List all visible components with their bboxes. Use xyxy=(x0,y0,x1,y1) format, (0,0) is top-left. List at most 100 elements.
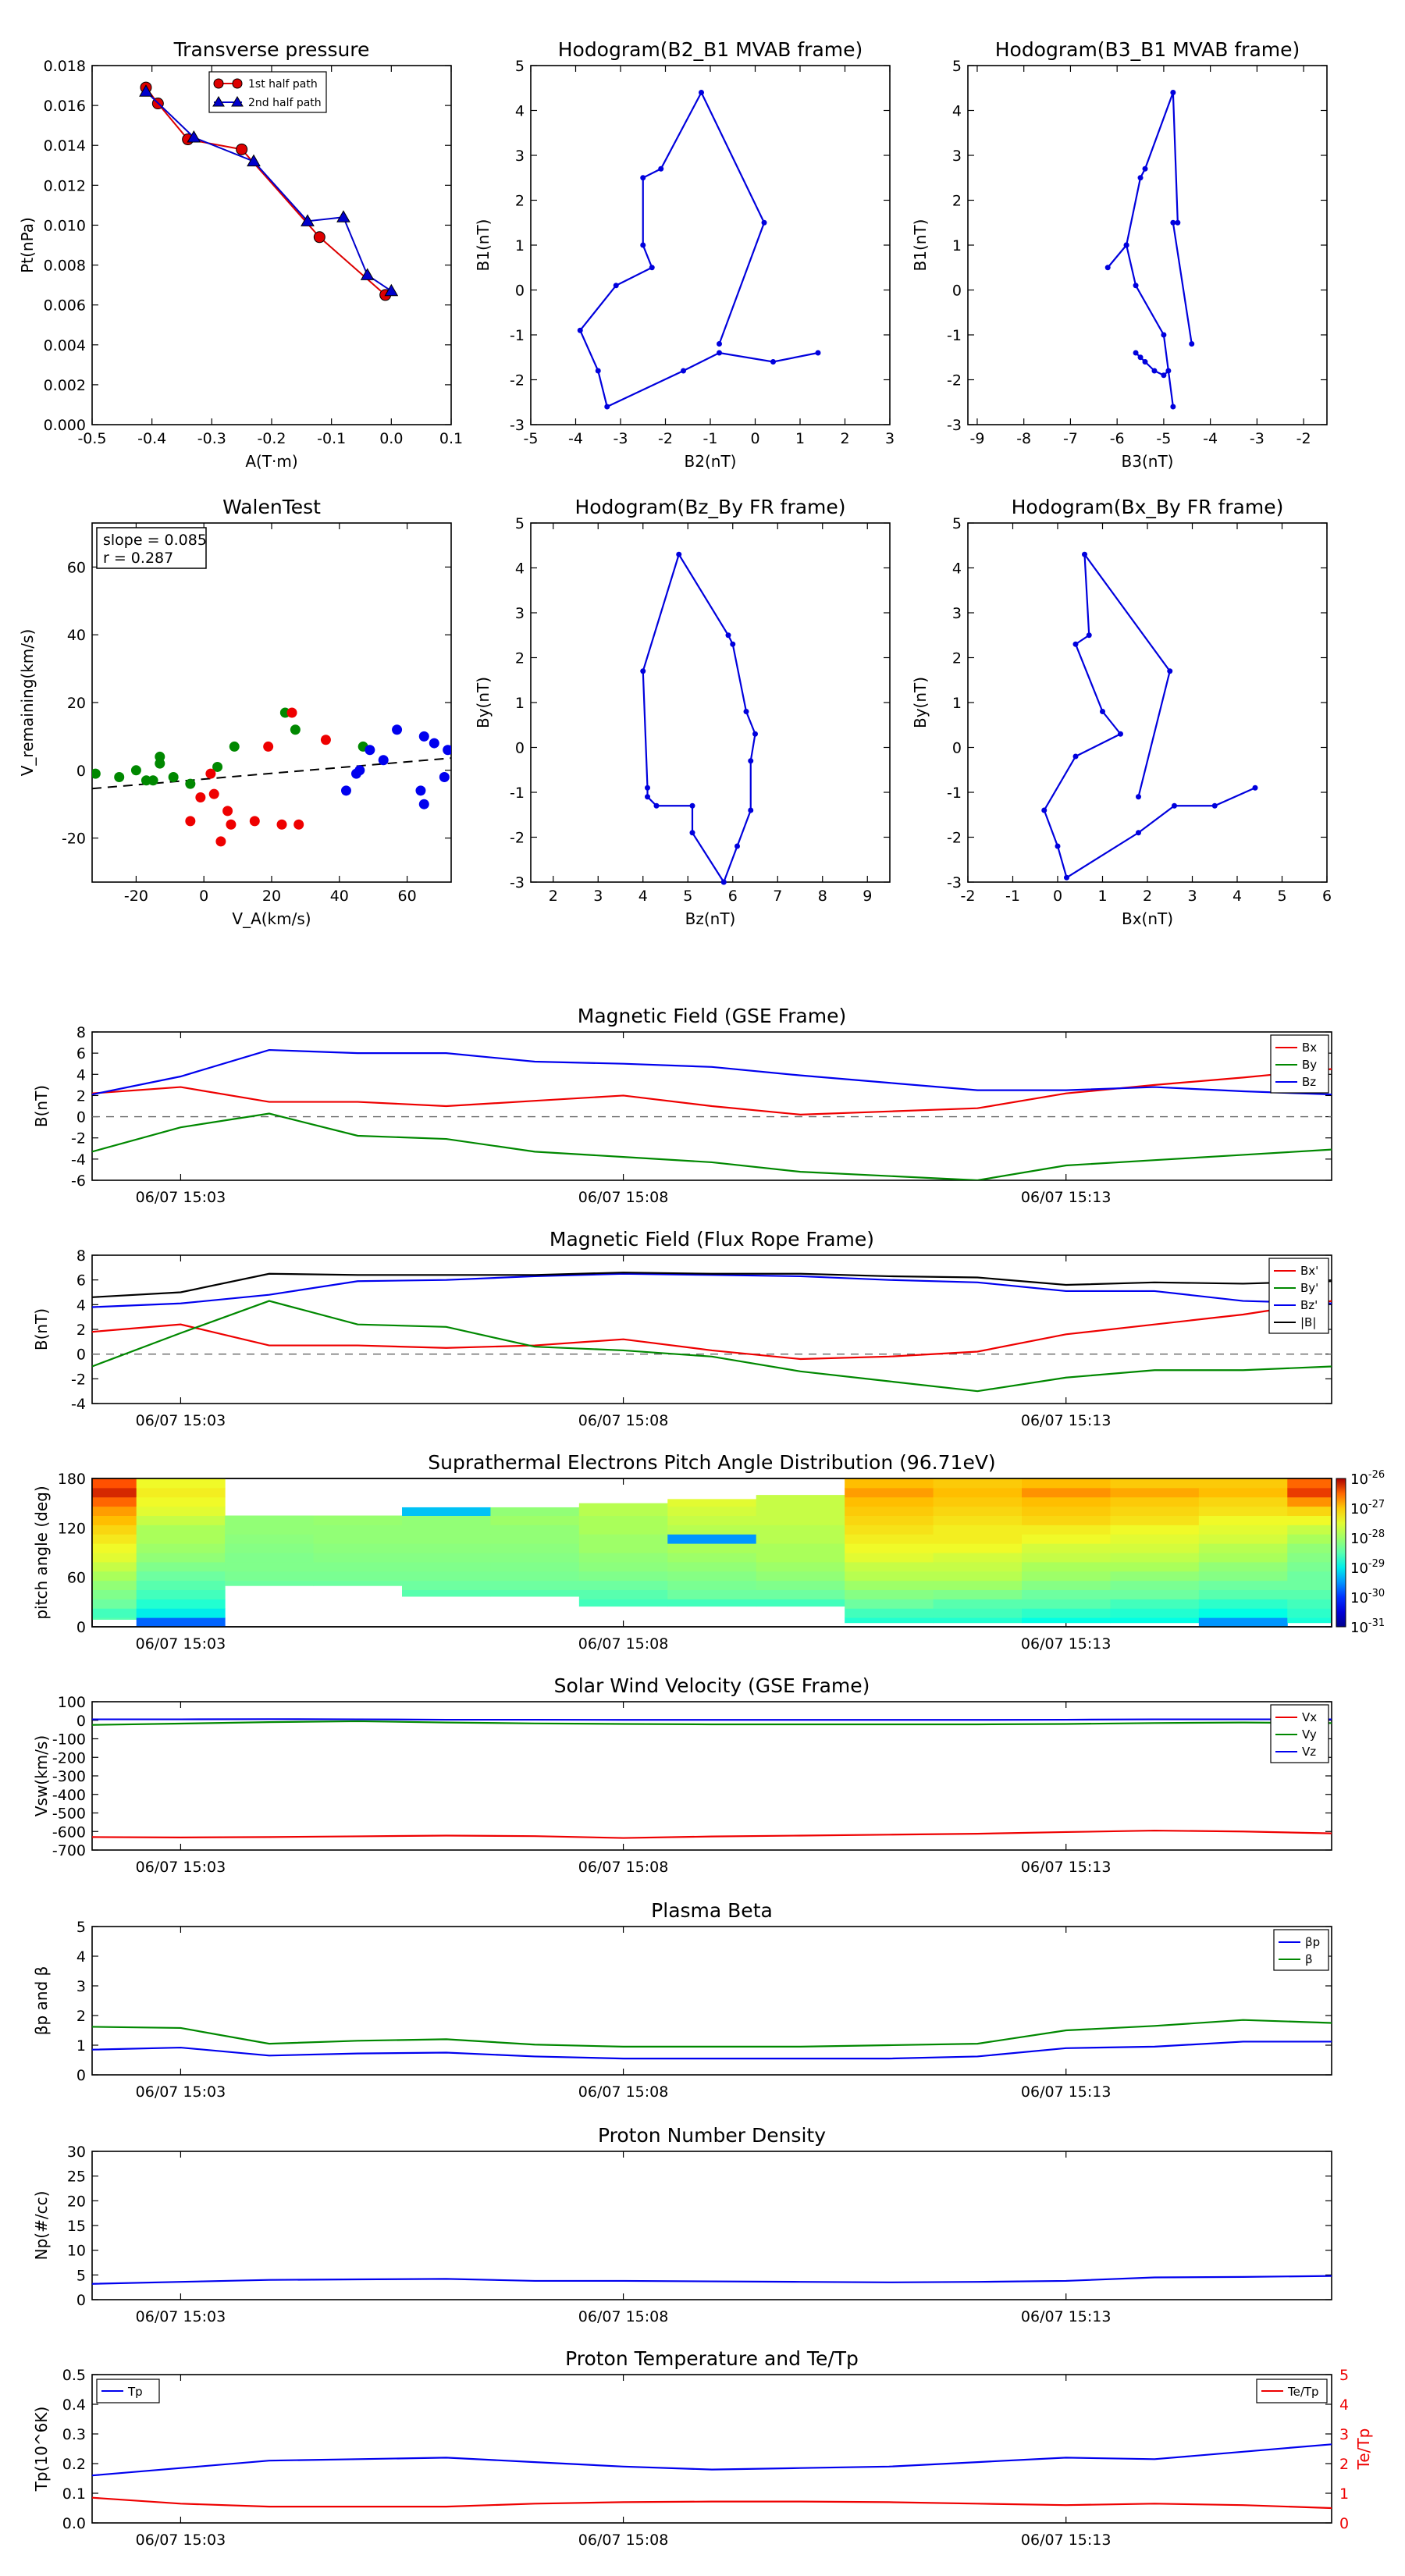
right-y-tick-label: 0 xyxy=(1339,2515,1349,2532)
chart-title: Proton Temperature and Te/Tp xyxy=(565,2347,859,2370)
y-tick-label: 180 xyxy=(58,1471,86,1488)
y-tick-label: 4 xyxy=(952,103,962,120)
heatmap-cell xyxy=(667,1525,757,1535)
data-point xyxy=(1100,709,1105,714)
data-point xyxy=(360,268,375,280)
data-point xyxy=(313,231,325,244)
data-point xyxy=(1142,359,1148,365)
y-tick-label: 0.006 xyxy=(44,297,86,315)
data-point xyxy=(1136,794,1141,800)
x-tick-label: -20 xyxy=(124,888,148,905)
plot-frame xyxy=(91,65,452,425)
x-tick-label: 2 xyxy=(840,430,849,447)
x-tick-label: -4 xyxy=(568,430,583,447)
data-point xyxy=(340,785,351,796)
x-axis-label: V_A(km/s) xyxy=(232,909,311,928)
data-point xyxy=(699,90,704,95)
annotation-box xyxy=(96,527,207,569)
heatmap-cell xyxy=(933,1525,1023,1535)
x-tick-label: -0.3 xyxy=(197,430,226,447)
y-tick-label: -700 xyxy=(52,1842,86,1859)
y-axis-label: B(nT) xyxy=(32,1085,51,1127)
heatmap-cell xyxy=(225,1571,315,1582)
heatmap-cell xyxy=(1022,1571,1111,1582)
heatmap-cell xyxy=(756,1580,845,1590)
x-tick-label: 06/07 15:03 xyxy=(136,2083,226,2101)
data-point xyxy=(761,219,767,226)
y-axis-label: B1(nT) xyxy=(474,219,493,272)
legend-label: By xyxy=(1302,1058,1317,1072)
heatmap-cell xyxy=(845,1525,934,1535)
colorbar-tick-exponent: -27 xyxy=(1368,1499,1385,1510)
heatmap-cell xyxy=(1110,1571,1200,1582)
heatmap-cell xyxy=(845,1553,934,1563)
panel-beta: Plasma Beta 0 1 2 3 4 5 06/07 15:03 06/07 15:08 0… xyxy=(32,1899,1332,2101)
heatmap-cell xyxy=(845,1515,934,1525)
heatmap-cell xyxy=(1287,1580,1332,1590)
data-point xyxy=(645,794,650,800)
heatmap-cell xyxy=(1022,1506,1111,1516)
data-point xyxy=(139,84,153,97)
heatmap-cell xyxy=(1110,1534,1200,1544)
data-point xyxy=(717,341,722,347)
data-point xyxy=(1142,165,1148,172)
x-tick-label: 06/07 15:08 xyxy=(578,1635,669,1653)
heatmap-cell xyxy=(92,1580,137,1590)
heatmap-cell xyxy=(933,1589,1023,1599)
x-tick-label: 06/07 15:13 xyxy=(1021,2308,1112,2325)
walen-data xyxy=(92,707,451,847)
heatmap-cell xyxy=(1022,1561,1111,1572)
legend-label: βp xyxy=(1305,1935,1320,1949)
legend-label: 1st half path xyxy=(248,78,318,91)
data-point xyxy=(443,745,451,756)
plot-frame xyxy=(91,2374,1332,2524)
x-tick-label: 06/07 15:08 xyxy=(578,1859,669,1876)
heatmap-cell xyxy=(136,1571,226,1582)
x-tick-label: 9 xyxy=(863,888,872,905)
heatmap-cell xyxy=(490,1525,580,1535)
series-line xyxy=(92,2496,1332,2510)
data-point xyxy=(1175,219,1181,226)
heatmap-cell xyxy=(845,1478,934,1489)
heatmap-cell xyxy=(490,1553,580,1563)
heatmap-cell xyxy=(1198,1589,1288,1599)
y-tick-label: -6 xyxy=(71,1172,86,1190)
series-line xyxy=(92,1048,1332,1096)
panel-pad: Suprathermal Electrons Pitch Angle Distr… xyxy=(32,1451,1385,1653)
heatmap-cell xyxy=(667,1580,757,1590)
series-line xyxy=(92,1300,1332,1393)
y-tick-label: 4 xyxy=(515,560,525,578)
heatmap-cell xyxy=(92,1506,137,1516)
heatmap-cell xyxy=(845,1571,934,1582)
data-point xyxy=(148,775,158,786)
data-point xyxy=(681,368,686,374)
y-tick-label: -2 xyxy=(71,1130,86,1147)
y-tick-label: 5 xyxy=(952,58,962,75)
heatmap-cell xyxy=(1110,1515,1200,1525)
x-tick-label: 8 xyxy=(818,888,827,905)
heatmap-cell xyxy=(933,1561,1023,1572)
heatmap-cell xyxy=(1287,1571,1332,1582)
x-tick-label: -5 xyxy=(1156,430,1171,447)
data-point xyxy=(1189,341,1195,347)
x-tick-label: -6 xyxy=(1110,430,1125,447)
heatmap-cell xyxy=(1022,1580,1111,1590)
heatmap-cell xyxy=(578,1589,668,1599)
data-point xyxy=(640,175,646,181)
x-tick-label: 06/07 15:08 xyxy=(578,2532,669,2549)
y-tick-label: 60 xyxy=(67,1570,86,1587)
heatmap-cell xyxy=(667,1589,757,1599)
y-tick-label: 40 xyxy=(67,627,86,644)
panel-bgse: Magnetic Field (GSE Frame) -6 -4 -2 0 2 4 6 8 06/… xyxy=(32,1005,1332,1206)
heatmap-cell xyxy=(933,1534,1023,1544)
heatmap-cell xyxy=(933,1506,1023,1516)
y-tick-label: 8 xyxy=(76,1024,86,1041)
x-tick-label: 6 xyxy=(1322,888,1332,905)
heatmap-cell xyxy=(1198,1561,1288,1572)
x-tick-label: 06/07 15:03 xyxy=(136,2532,226,2549)
data-point xyxy=(1123,242,1129,248)
x-tick-label: -0.2 xyxy=(257,430,286,447)
heatmap-cell xyxy=(313,1580,403,1586)
x-tick-label: 1 xyxy=(795,430,805,447)
